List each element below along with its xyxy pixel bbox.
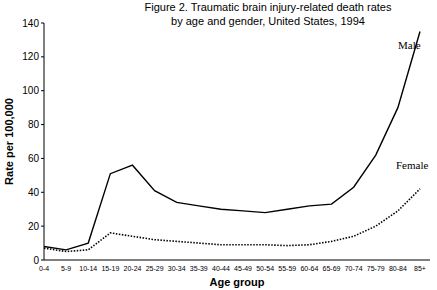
y-tick: [41, 226, 44, 227]
plot-area: [44, 31, 420, 251]
title: Figure 2. Traumatic brain injury-related…: [144, 1, 392, 13]
x-tick-label: 0-4: [39, 265, 49, 272]
x-tick-label: 65-69: [323, 265, 341, 272]
y-tick: [41, 260, 44, 261]
x-tick-label: 70-74: [345, 265, 363, 272]
series-label: Male: [398, 39, 421, 51]
series-line: [44, 31, 420, 249]
y-tick: [41, 124, 44, 125]
y-axis-label: Rate per 100,000: [3, 98, 15, 185]
y-tick-label: 80: [28, 119, 40, 130]
x-tick-label: 10-14: [79, 265, 97, 272]
x-axis-label: Age group: [210, 276, 265, 288]
x-tick-label: 50-54: [256, 265, 274, 272]
x-tick-label: 15-19: [101, 265, 119, 272]
y-tick: [41, 158, 44, 159]
x-tick-label: 30-34: [168, 265, 186, 272]
y-tick: [41, 192, 44, 193]
x-tick-label: 45-49: [234, 265, 252, 272]
series-label: Female: [396, 159, 428, 171]
x-tick-label: 35-39: [190, 265, 208, 272]
x-tick-label: 60-64: [300, 265, 318, 272]
y-tick: [41, 90, 44, 91]
x-axis: [44, 260, 430, 261]
subtitle: by age and gender, United States, 1994: [171, 15, 365, 27]
x-tick-label: 40-44: [212, 265, 230, 272]
y-tick: [41, 56, 44, 57]
y-tick-label: 140: [22, 18, 39, 29]
x-tick-label: 55-59: [278, 265, 296, 272]
series-line: [44, 189, 420, 252]
y-tick: [41, 23, 44, 24]
chart: Figure 2. Traumatic brain injury-related…: [0, 0, 437, 290]
y-tick-label: 0: [33, 255, 39, 266]
x-tick-label: 25-29: [146, 265, 164, 272]
y-tick-label: 100: [22, 85, 39, 96]
x-tick-label: 20-24: [124, 265, 142, 272]
x-tick-label: 75-79: [367, 265, 385, 272]
x-tick-label: 80-84: [389, 265, 407, 272]
y-tick-label: 40: [28, 187, 40, 198]
y-tick-label: 20: [28, 221, 40, 232]
y-tick-label: 120: [22, 51, 39, 62]
y-tick-label: 60: [28, 153, 40, 164]
x-tick-label: 5-9: [61, 265, 71, 272]
x-tick-label: 85+: [414, 265, 426, 272]
y-axis: [44, 23, 45, 260]
